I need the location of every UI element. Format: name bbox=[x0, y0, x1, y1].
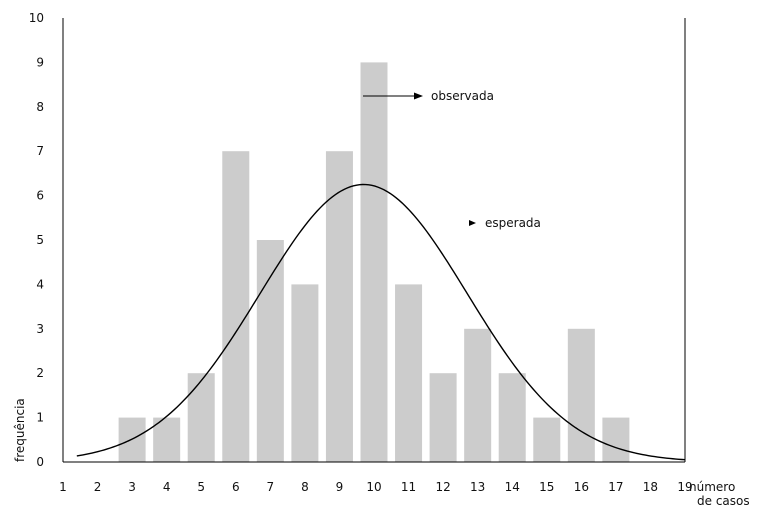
axes-group bbox=[62, 18, 686, 463]
y-tick-label-10: 10 bbox=[29, 11, 44, 25]
ticks-group: 1 2 3 4 5 6 7 8 9 10 11 12 13 14 15 16 17 18 1901234567891… bbox=[29, 11, 693, 494]
x-axis-label-line1: número bbox=[689, 480, 735, 494]
x-tick-label-10: 10 bbox=[366, 480, 381, 494]
bar-16 bbox=[567, 328, 595, 462]
y-tick-label-5: 5 bbox=[36, 233, 44, 247]
expected-annotation: esperada bbox=[469, 216, 541, 230]
x-tick-label-4: 4 bbox=[163, 480, 171, 494]
y-tick-label-8: 8 bbox=[36, 100, 44, 114]
y-tick-label-2: 2 bbox=[36, 366, 44, 380]
y-tick-label-1: 1 bbox=[36, 411, 44, 425]
x-axis-label-line2: de casos bbox=[697, 494, 750, 508]
expected-curve-line bbox=[76, 183, 686, 461]
bar-8 bbox=[291, 284, 319, 462]
bar-17 bbox=[602, 417, 630, 462]
x-tick-label-19: 19 bbox=[677, 480, 692, 494]
x-tick-label-16: 16 bbox=[574, 480, 589, 494]
y-tick-label-7: 7 bbox=[36, 144, 44, 158]
observed-annotation-label: observada bbox=[431, 89, 494, 103]
bar-14 bbox=[498, 373, 526, 462]
bars-group bbox=[118, 62, 630, 463]
bar-4 bbox=[153, 417, 181, 462]
bar-11 bbox=[395, 284, 423, 462]
x-tick-label-11: 11 bbox=[401, 480, 416, 494]
x-tick-label-8: 8 bbox=[301, 480, 309, 494]
expected-annotation-label: esperada bbox=[485, 216, 541, 230]
bar-15 bbox=[533, 417, 561, 462]
x-tick-label-13: 13 bbox=[470, 480, 485, 494]
y-tick-label-9: 9 bbox=[36, 55, 44, 69]
x-tick-label-1: 1 bbox=[59, 480, 67, 494]
x-tick-label-14: 14 bbox=[505, 480, 520, 494]
observed-annotation: observada bbox=[363, 89, 494, 103]
x-tick-label-15: 15 bbox=[539, 480, 554, 494]
x-tick-label-2: 2 bbox=[94, 480, 102, 494]
bar-13 bbox=[464, 328, 492, 462]
x-tick-label-3: 3 bbox=[128, 480, 136, 494]
bar-7 bbox=[256, 240, 284, 462]
y-tick-label-3: 3 bbox=[36, 322, 44, 336]
bar-6 bbox=[222, 151, 250, 462]
y-tick-label-6: 6 bbox=[36, 189, 44, 203]
y-axis-label: frequência bbox=[13, 398, 27, 462]
bar-10 bbox=[360, 62, 388, 463]
y-tick-label-4: 4 bbox=[36, 277, 44, 291]
x-tick-label-17: 17 bbox=[608, 480, 623, 494]
y-tick-label-0: 0 bbox=[36, 455, 44, 469]
x-tick-label-12: 12 bbox=[435, 480, 450, 494]
x-tick-label-5: 5 bbox=[197, 480, 205, 494]
bar-9 bbox=[325, 151, 353, 462]
x-tick-label-18: 18 bbox=[643, 480, 658, 494]
x-tick-label-6: 6 bbox=[232, 480, 240, 494]
bar-12 bbox=[429, 373, 457, 462]
x-tick-label-9: 9 bbox=[336, 480, 344, 494]
x-tick-label-7: 7 bbox=[267, 480, 275, 494]
bar-5 bbox=[187, 373, 215, 462]
